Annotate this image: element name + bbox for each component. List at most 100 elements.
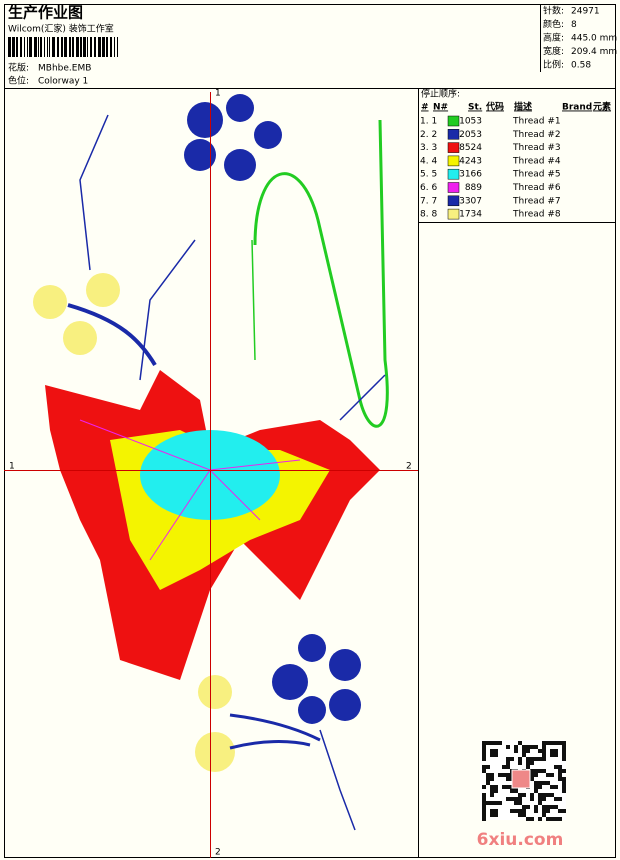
qr-cell	[522, 749, 526, 753]
thread-code: 2053	[459, 130, 482, 140]
qr-cell	[538, 769, 542, 773]
qr-cell	[526, 745, 530, 749]
qr-cell	[530, 745, 534, 749]
qr-logo	[511, 769, 531, 789]
qr-cell	[558, 797, 562, 801]
qr-cell	[530, 773, 534, 777]
qr-cell	[506, 785, 510, 789]
qr-cell	[526, 765, 530, 769]
barcode-bar	[76, 37, 79, 57]
qr-cell	[558, 765, 562, 769]
qr-cell	[526, 761, 530, 765]
qr-cell	[510, 789, 514, 793]
watermark: 6xiu.com	[477, 830, 564, 850]
qr-cell	[490, 753, 494, 757]
thread-code: 889	[465, 183, 482, 193]
qr-cell	[534, 773, 538, 777]
qr-cell	[542, 757, 546, 761]
qr-cell	[510, 797, 514, 801]
row-index: 5. 5	[420, 170, 437, 180]
barcode-bar	[20, 37, 22, 57]
qr-cell	[490, 773, 494, 777]
qr-cell	[538, 801, 542, 805]
qr-cell	[550, 805, 554, 809]
qr-cell	[530, 793, 534, 797]
qr-cell	[490, 801, 494, 805]
green-loop	[253, 119, 389, 428]
barcode-bar	[34, 37, 37, 57]
qr-cell	[546, 741, 550, 745]
qr-cell	[542, 809, 546, 813]
qr-cell	[518, 793, 522, 797]
qr-cell	[494, 785, 498, 789]
row-index: 8. 8	[420, 210, 437, 220]
color-swatch	[447, 168, 460, 180]
info-value: 0.58	[571, 61, 591, 71]
qr-cell	[550, 793, 554, 797]
qr-cell	[482, 813, 486, 817]
qr-cell	[490, 749, 494, 753]
thread-description: Thread #4	[512, 156, 561, 166]
info-label: 宽度:	[543, 45, 564, 57]
qr-cell	[494, 801, 498, 805]
qr-cell	[502, 773, 506, 777]
barcode-bar	[49, 37, 50, 57]
axis-label-left: 1	[9, 462, 15, 472]
qr-cell	[546, 781, 550, 785]
thread-code: 4243	[459, 156, 482, 166]
qr-cell	[506, 797, 510, 801]
qr-cell	[550, 785, 554, 789]
qr-cell	[482, 797, 486, 801]
qr-cell	[542, 745, 546, 749]
qr-cell	[562, 749, 566, 753]
qr-cell	[518, 761, 522, 765]
column-header: 描述	[514, 101, 532, 113]
qr-cell	[514, 809, 518, 813]
outer-border	[4, 4, 616, 858]
color-swatch	[447, 208, 460, 220]
qr-cell	[506, 777, 510, 781]
qr-cell	[482, 809, 486, 813]
barcode-bar	[16, 37, 18, 57]
qr-cell	[498, 773, 502, 777]
blue-clovers	[184, 94, 361, 724]
qr-cell	[494, 749, 498, 753]
qr-cell	[482, 749, 486, 753]
thread-description: Thread #5	[512, 170, 561, 180]
axis-label-right: 2	[406, 462, 412, 472]
qr-cell	[558, 817, 562, 821]
column-header: 代码	[485, 101, 504, 113]
qr-cell	[554, 805, 558, 809]
qr-cell	[558, 773, 562, 777]
qr-cell	[534, 809, 538, 813]
qr-cell	[534, 785, 538, 789]
qr-cell	[498, 741, 502, 745]
qr-cell	[506, 757, 510, 761]
info-value: 445.0 mm	[571, 34, 617, 44]
qr-cell	[530, 777, 534, 781]
qr-cell	[538, 757, 542, 761]
qr-cell	[550, 741, 554, 745]
column-header: #	[421, 103, 429, 113]
column-header: Brand	[562, 103, 592, 113]
info-label: 针数:	[543, 5, 564, 17]
qr-cell	[490, 793, 494, 797]
qr-cell	[486, 741, 490, 745]
qr-cell	[506, 745, 510, 749]
qr-cell	[554, 785, 558, 789]
info-label: 比例:	[543, 59, 564, 71]
thread-description: Thread #6	[512, 183, 561, 193]
qr-cell	[510, 757, 514, 761]
color-swatch	[447, 182, 460, 193]
barcode-bar	[114, 37, 115, 57]
barcode-bar	[44, 37, 45, 57]
qr-cell	[562, 757, 566, 761]
barcode-bar	[27, 37, 28, 57]
qr-cell	[514, 749, 518, 753]
thread-code: 3307	[459, 196, 482, 206]
info-value: 8	[571, 20, 577, 30]
thread-description: Thread #2	[512, 130, 561, 140]
qr-cell	[490, 777, 494, 781]
qr-cell	[542, 769, 546, 773]
